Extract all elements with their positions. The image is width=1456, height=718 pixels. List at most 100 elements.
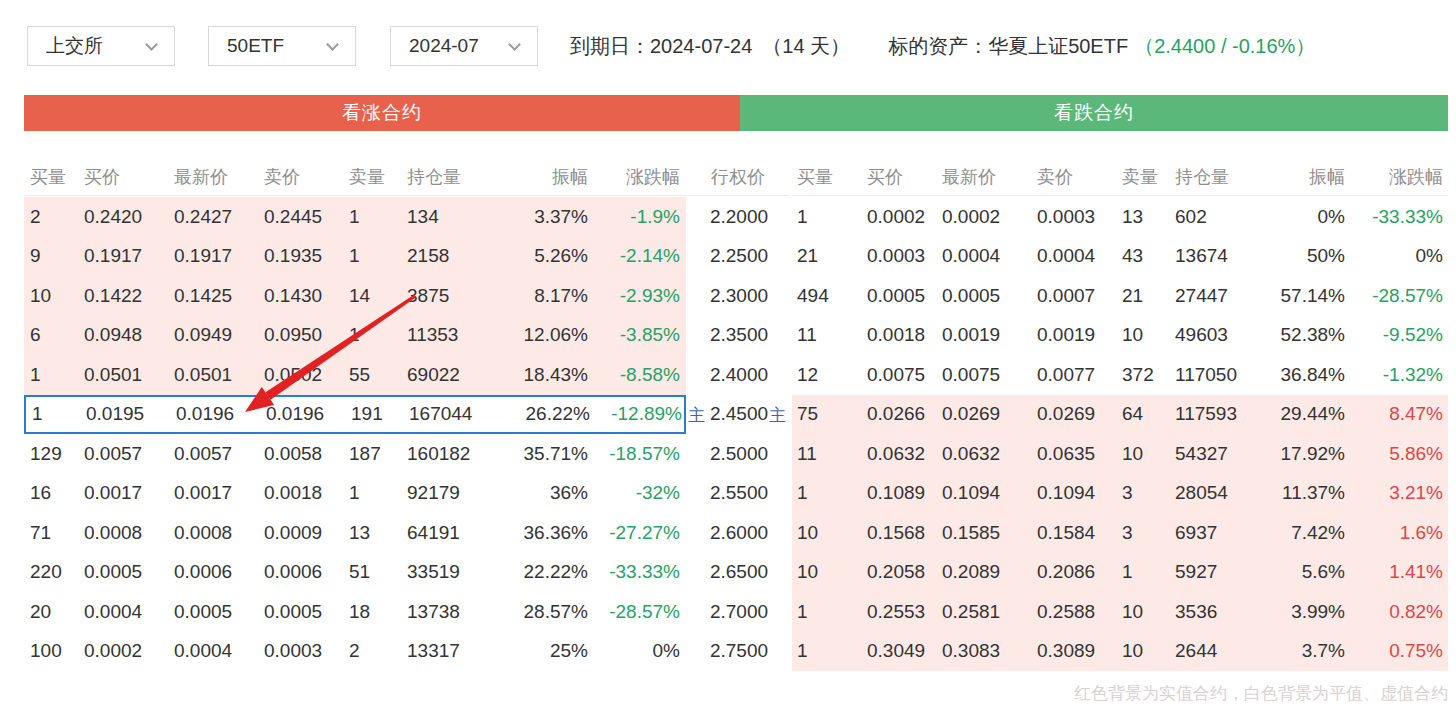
call-ask-price: 0.2445	[264, 206, 349, 228]
call-open-interest: 13317	[407, 640, 515, 662]
call-last-price: 0.0501	[174, 364, 264, 386]
strike-cell[interactable]: 主 2.2500 主	[686, 237, 792, 277]
put-row[interactable]: 110.00180.00190.0019104960352.38%-9.52%	[792, 316, 1448, 356]
column-header-change-percent: 涨跌幅	[588, 165, 680, 189]
column-header-ask-volume: 卖量	[349, 165, 407, 189]
put-row[interactable]: 110.06320.06320.0635105432717.92%5.86%	[792, 434, 1448, 474]
expiry-month-select[interactable]: 2024-07	[390, 26, 538, 66]
put-row[interactable]: 100.20580.20890.2086159275.6%1.41%	[792, 553, 1448, 593]
call-ask-price: 0.0009	[264, 522, 349, 544]
put-amplitude: 3.7%	[1270, 640, 1345, 662]
put-open-interest: 6937	[1175, 522, 1270, 544]
call-last-price: 0.0196	[176, 403, 266, 425]
call-bid-price: 0.0057	[84, 443, 174, 465]
call-ask-price: 0.0058	[264, 443, 349, 465]
call-row[interactable]: 90.19170.19170.1935121585.26%-2.14%	[24, 237, 686, 277]
strike-cell[interactable]: 主 2.2000 主	[686, 197, 792, 237]
put-ask-price: 0.0003	[1037, 206, 1122, 228]
call-amplitude: 28.57%	[515, 601, 588, 623]
put-ask-volume: 372	[1122, 364, 1175, 386]
put-amplitude: 36.84%	[1270, 364, 1345, 386]
put-open-interest: 602	[1175, 206, 1270, 228]
put-row[interactable]: 100.15680.15850.1584369377.42%1.6%	[792, 513, 1448, 553]
call-bid-price: 0.0501	[84, 364, 174, 386]
call-row[interactable]: 10.01950.01960.019619116704426.22%-12.89…	[24, 395, 686, 435]
call-row[interactable]: 710.00080.00080.0009136419136.36%-27.27%	[24, 513, 686, 553]
call-change-percent: -12.89%	[590, 403, 682, 425]
call-ask-price: 0.0003	[264, 640, 349, 662]
call-last-price: 0.1425	[174, 285, 264, 307]
call-row[interactable]: 1000.00020.00040.000321331725%0%	[24, 632, 686, 672]
call-change-percent: -1.9%	[588, 206, 680, 228]
put-bid-volume: 75	[797, 403, 867, 425]
strike-cell[interactable]: 主 2.7500 主	[686, 632, 792, 672]
underlying-select[interactable]: 50ETF	[208, 26, 356, 66]
call-row[interactable]: 160.00170.00170.001819217936%-32%	[24, 474, 686, 514]
table-row: 200.00040.00050.0005181373828.57%-28.57%…	[24, 592, 1448, 632]
call-row[interactable]: 2200.00050.00060.0006513351922.22%-33.33…	[24, 553, 686, 593]
put-ask-volume: 43	[1122, 245, 1175, 267]
call-amplitude: 12.06%	[515, 324, 588, 346]
call-amplitude: 26.22%	[517, 403, 590, 425]
put-bid-volume: 10	[797, 522, 867, 544]
column-header-last-price: 最新价	[942, 165, 1037, 189]
put-ask-volume: 10	[1122, 324, 1175, 346]
exchange-select[interactable]: 上交所	[27, 26, 175, 66]
put-row[interactable]: 210.00030.00040.0004431367450%0%	[792, 237, 1448, 277]
strike-price: 2.7500	[710, 640, 768, 662]
put-amplitude: 3.99%	[1270, 601, 1345, 623]
call-amplitude: 25%	[515, 640, 588, 662]
strike-cell[interactable]: 主 2.6500 主	[686, 553, 792, 593]
put-row[interactable]: 10.25530.25810.25881035363.99%0.82%	[792, 592, 1448, 632]
column-header-amplitude: 振幅	[515, 165, 588, 189]
call-amplitude: 36.36%	[515, 522, 588, 544]
put-row[interactable]: 10.00020.00020.0003136020%-33.33%	[792, 197, 1448, 237]
put-row[interactable]: 10.30490.30830.30891026443.7%0.75%	[792, 632, 1448, 672]
strike-cell[interactable]: 主 2.3000 主	[686, 276, 792, 316]
put-row[interactable]: 10.10890.10940.109432805411.37%3.21%	[792, 474, 1448, 514]
column-header-change-percent: 涨跌幅	[1345, 165, 1443, 189]
strike-cell[interactable]: 主 2.3500 主	[686, 316, 792, 356]
strike-column-header: 行权价	[686, 158, 790, 195]
strike-cell[interactable]: 主 2.5000 主	[686, 434, 792, 474]
strike-cell[interactable]: 主 2.7000 主	[686, 592, 792, 632]
put-bid-price: 0.2553	[867, 601, 942, 623]
put-row[interactable]: 120.00750.00750.007737211705036.84%-1.32…	[792, 355, 1448, 395]
call-ask-volume: 187	[349, 443, 407, 465]
put-ask-price: 0.1584	[1037, 522, 1122, 544]
put-amplitude: 50%	[1270, 245, 1345, 267]
put-amplitude: 17.92%	[1270, 443, 1345, 465]
chevron-down-icon	[145, 38, 158, 51]
call-ask-volume: 14	[349, 285, 407, 307]
table-row: 60.09480.09490.095011135312.06%-3.85% 主 …	[24, 316, 1448, 356]
call-bid-volume: 20	[30, 601, 84, 623]
put-row[interactable]: 750.02660.02690.02696411759329.44%8.47%	[792, 395, 1448, 435]
call-open-interest: 167044	[409, 403, 517, 425]
table-row: 20.24200.24270.244511343.37%-1.9% 主 2.20…	[24, 197, 1448, 237]
put-row[interactable]: 4940.00050.00050.0007212744757.14%-28.57…	[792, 276, 1448, 316]
call-ask-volume: 1	[349, 324, 407, 346]
call-column-headers: 买量买价最新价卖价卖量持仓量振幅涨跌幅	[24, 158, 686, 195]
call-amplitude: 5.26%	[515, 245, 588, 267]
call-row[interactable]: 60.09480.09490.095011135312.06%-3.85%	[24, 316, 686, 356]
put-change-percent: -28.57%	[1345, 285, 1443, 307]
call-open-interest: 92179	[407, 482, 515, 504]
call-row[interactable]: 100.14220.14250.14301438758.17%-2.93%	[24, 276, 686, 316]
call-change-percent: -3.85%	[588, 324, 680, 346]
call-row[interactable]: 1290.00570.00570.005818716018235.71%-18.…	[24, 434, 686, 474]
put-open-interest: 28054	[1175, 482, 1270, 504]
strike-cell[interactable]: 主 2.5500 主	[686, 474, 792, 514]
call-change-percent: 0%	[588, 640, 680, 662]
call-row[interactable]: 20.24200.24270.244511343.37%-1.9%	[24, 197, 686, 237]
strike-cell[interactable]: 主 2.6000 主	[686, 513, 792, 553]
strike-cell[interactable]: 主 2.4000 主	[686, 355, 792, 395]
put-bid-volume: 21	[797, 245, 867, 267]
put-amplitude: 11.37%	[1270, 482, 1345, 504]
call-row[interactable]: 200.00040.00050.0005181373828.57%-28.57%	[24, 592, 686, 632]
call-open-interest: 64191	[407, 522, 515, 544]
call-row[interactable]: 10.05010.05010.0502556902218.43%-8.58%	[24, 355, 686, 395]
strike-cell[interactable]: 主 2.4500 主	[686, 395, 792, 435]
put-change-percent: 1.41%	[1345, 561, 1443, 583]
call-bid-volume: 1	[32, 403, 86, 425]
expiry-month-select-value: 2024-07	[409, 35, 479, 57]
